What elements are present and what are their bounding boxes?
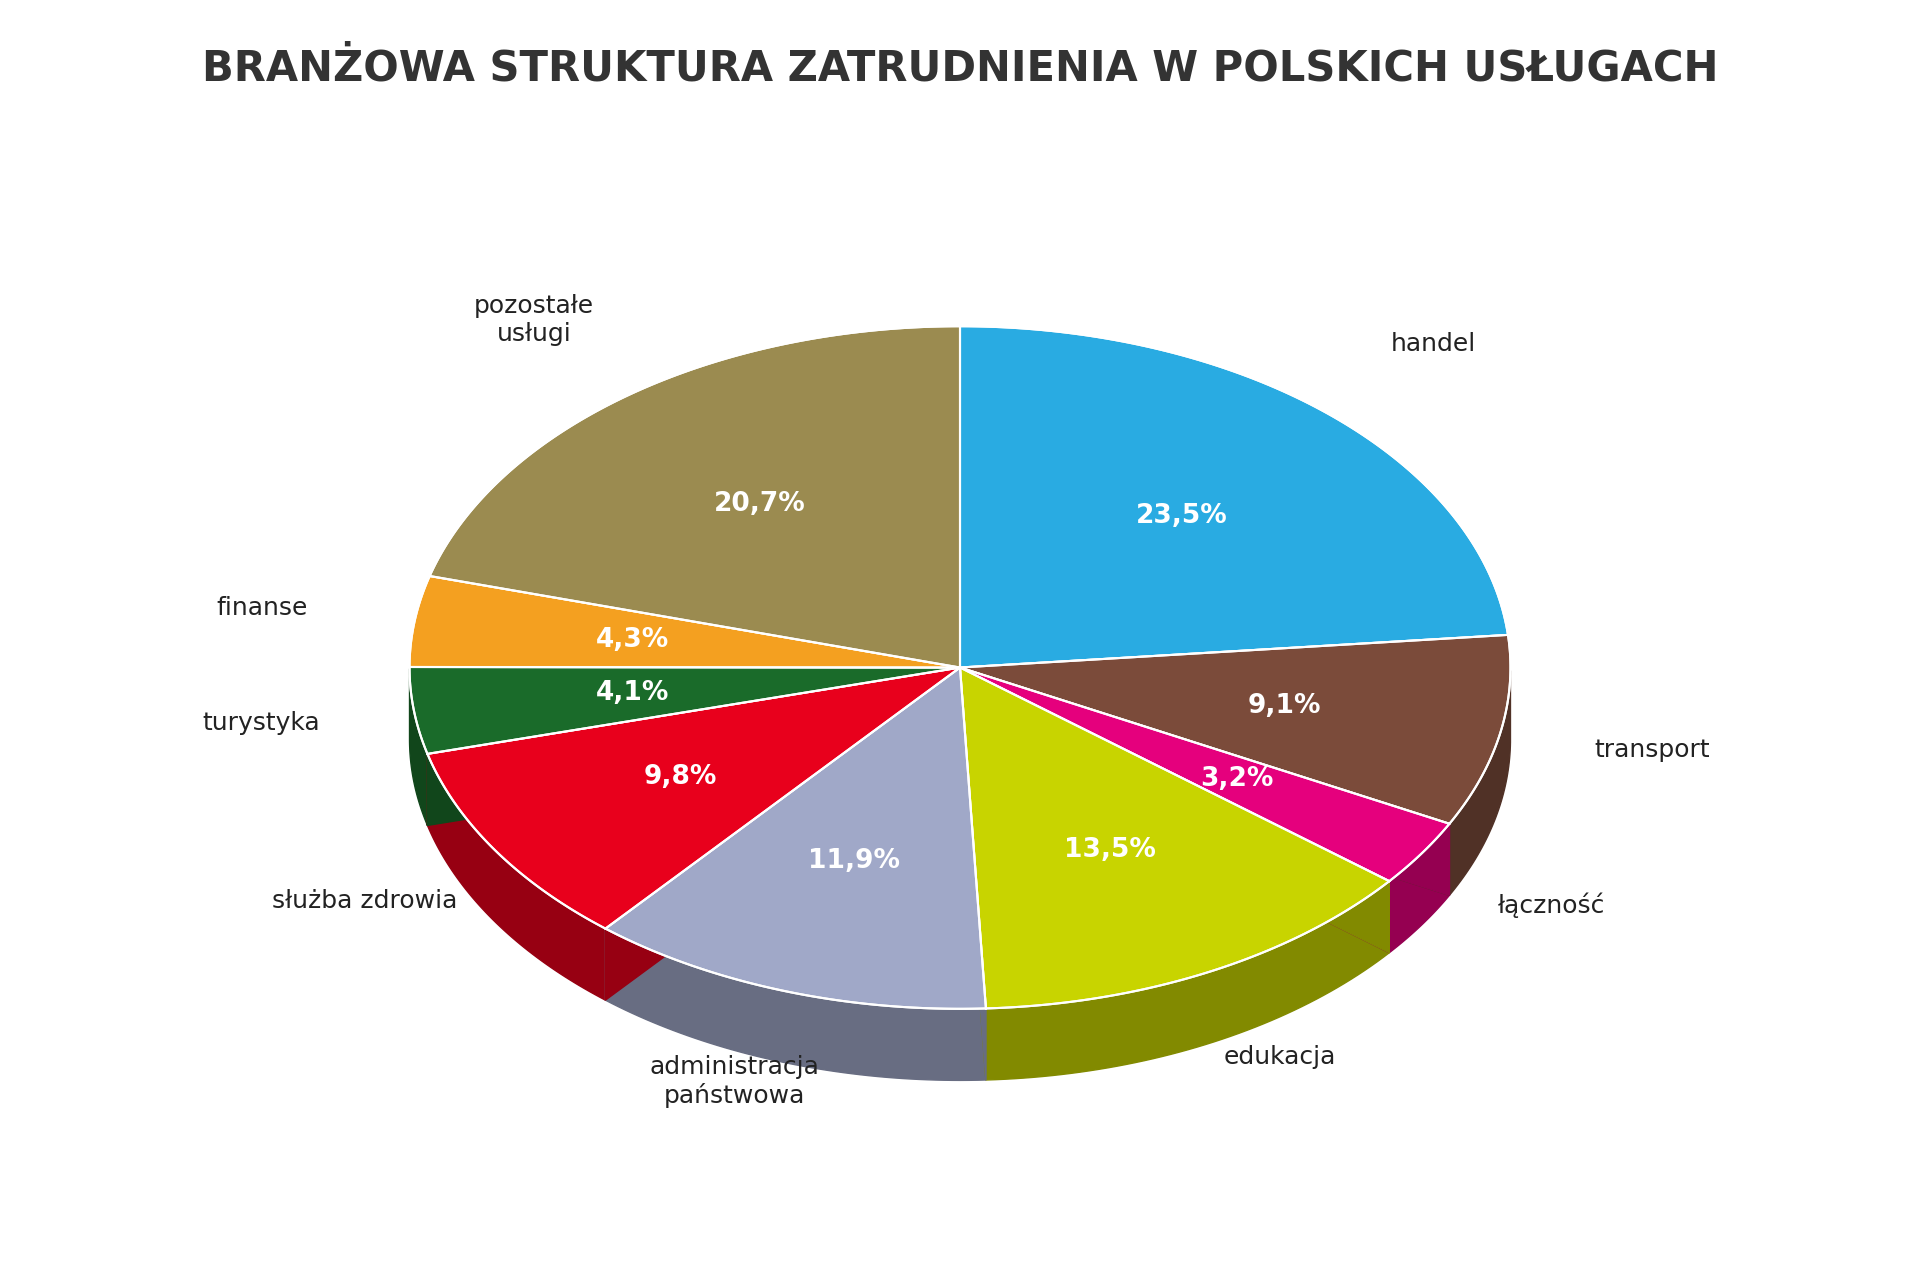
Polygon shape [960, 668, 1390, 952]
Polygon shape [428, 668, 960, 928]
Polygon shape [428, 754, 605, 1000]
Text: 9,1%: 9,1% [1248, 694, 1321, 719]
Text: administracja
państwowa: administracja państwowa [649, 1055, 820, 1107]
Text: 9,8%: 9,8% [643, 764, 718, 790]
Text: 4,3%: 4,3% [595, 627, 670, 653]
Polygon shape [605, 668, 985, 1009]
Polygon shape [960, 668, 1390, 952]
Text: 13,5%: 13,5% [1064, 837, 1156, 863]
Polygon shape [1450, 671, 1511, 895]
Polygon shape [960, 326, 1507, 668]
Text: służba zdrowia: służba zdrowia [271, 888, 457, 913]
Polygon shape [960, 668, 985, 1080]
Text: 4,1%: 4,1% [595, 681, 668, 707]
Text: 3,2%: 3,2% [1200, 765, 1273, 792]
Polygon shape [605, 668, 960, 1000]
Polygon shape [960, 668, 1450, 881]
Polygon shape [1390, 824, 1450, 952]
Text: 23,5%: 23,5% [1137, 503, 1229, 529]
Polygon shape [960, 668, 1450, 895]
Polygon shape [430, 326, 960, 668]
Polygon shape [960, 668, 1450, 895]
Polygon shape [428, 668, 960, 826]
Text: transport: transport [1594, 739, 1711, 762]
Polygon shape [960, 668, 1390, 1009]
Polygon shape [409, 668, 428, 826]
Text: finanse: finanse [217, 596, 307, 620]
Text: pozostałe
usługi: pozostałe usługi [474, 293, 593, 346]
Text: turystyka: turystyka [202, 710, 321, 735]
Polygon shape [985, 881, 1390, 1080]
Polygon shape [960, 635, 1511, 824]
Text: edukacja: edukacja [1223, 1044, 1336, 1069]
Text: BRANŻOWA STRUKTURA ZATRUDNIENIA W POLSKICH USŁUGACH: BRANŻOWA STRUKTURA ZATRUDNIENIA W POLSKI… [202, 47, 1718, 90]
Polygon shape [605, 928, 985, 1080]
Polygon shape [605, 668, 960, 1000]
Polygon shape [960, 668, 985, 1080]
Text: 11,9%: 11,9% [808, 849, 900, 874]
Polygon shape [428, 668, 960, 826]
Polygon shape [409, 576, 960, 668]
Polygon shape [409, 667, 960, 754]
Text: 20,7%: 20,7% [714, 492, 806, 517]
Text: handel: handel [1392, 333, 1476, 356]
Text: łączność: łączność [1498, 892, 1605, 918]
